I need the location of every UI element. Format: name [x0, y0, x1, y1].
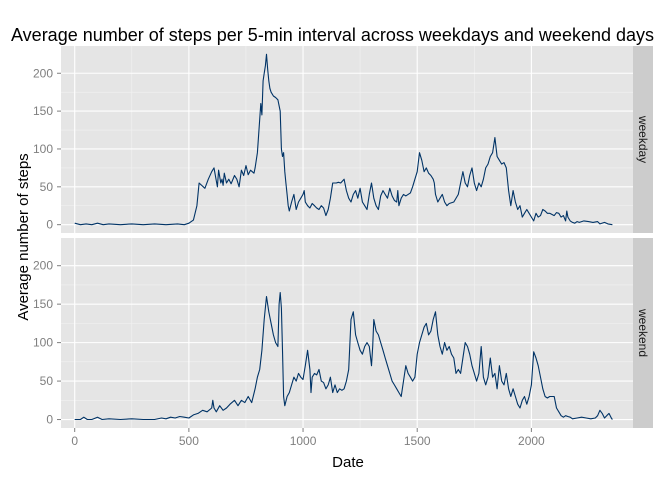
- panels-layer: 0 50 100 150 200 weekday 0 50 100 150 200 weekend: [33, 46, 653, 428]
- x-tick-label: 1000: [290, 434, 317, 448]
- x-axis-title: Date: [332, 454, 364, 471]
- y-tick-label: 0: [46, 413, 53, 427]
- y-tick-label: 200: [33, 66, 53, 80]
- y-axis-title: Average number of steps: [15, 153, 32, 320]
- facet-label-weekday: weekday: [636, 115, 650, 163]
- facet-strip: [633, 238, 653, 428]
- x-tick-label: 2000: [518, 434, 545, 448]
- facet-panel-weekday: 0 50 100 150 200 weekday: [33, 46, 653, 233]
- y-tick-label: 0: [46, 218, 53, 232]
- y-tick-label: 150: [33, 104, 53, 118]
- y-tick-label: 200: [33, 259, 53, 273]
- chart-title: Average number of steps per 5-min interv…: [11, 25, 654, 45]
- x-tick-label: 1500: [404, 434, 431, 448]
- x-tick-label: 0: [71, 434, 78, 448]
- x-tick-label: 500: [179, 434, 199, 448]
- y-tick-label: 150: [33, 297, 53, 311]
- facet-panel-weekend: 0 50 100 150 200 weekend: [33, 238, 653, 428]
- x-tick-layer: 0 500 1000 1500 2000: [71, 428, 545, 448]
- series-line-weekday: [74, 53, 613, 226]
- facet-label-weekend: weekend: [636, 308, 650, 357]
- panel-background: [61, 46, 633, 233]
- y-tick-label: 100: [33, 336, 53, 350]
- facet-strip: [633, 46, 653, 233]
- series-line-weekend: [74, 292, 613, 421]
- y-tick-label: 50: [40, 374, 54, 388]
- y-tick-label: 50: [40, 180, 54, 194]
- y-tick-label: 100: [33, 142, 53, 156]
- panel-background: [61, 238, 633, 428]
